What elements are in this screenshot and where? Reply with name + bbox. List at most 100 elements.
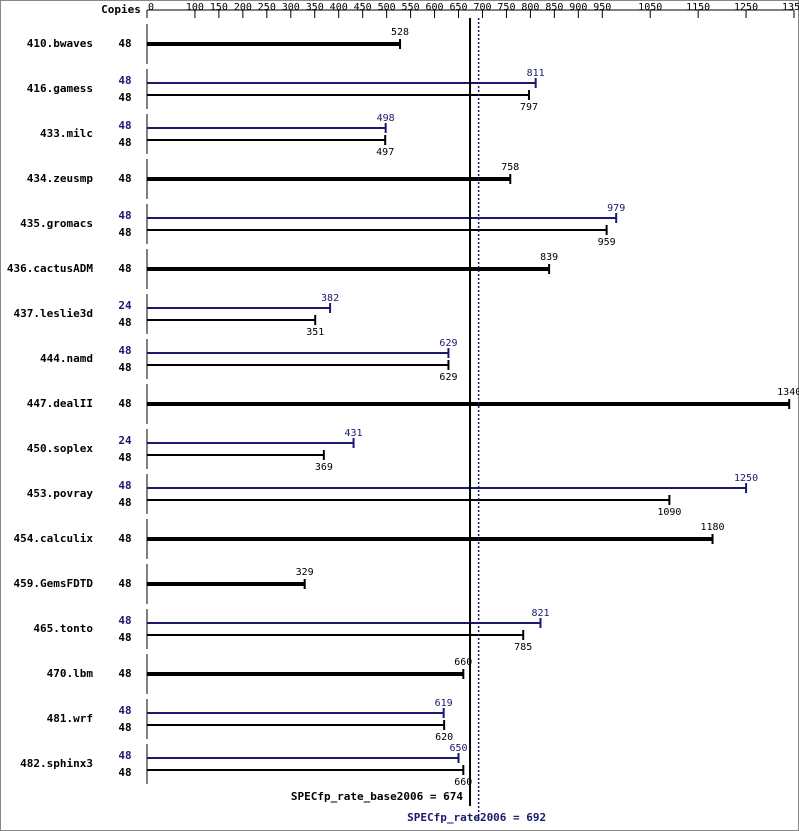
value-label: 758	[501, 162, 519, 173]
category-label: 444.namd	[40, 352, 93, 365]
x-tick-label: 200	[234, 2, 252, 13]
copies-label: 48	[118, 316, 131, 329]
value-label: 629	[439, 372, 457, 383]
copies-label: 48	[118, 766, 131, 779]
category-label: 437.leslie3d	[14, 307, 93, 320]
value-label: 660	[454, 657, 472, 668]
value-label: 1340	[777, 387, 799, 398]
value-label: 1250	[734, 473, 758, 484]
x-tick-label: 300	[282, 2, 300, 13]
copies-header: Copies	[101, 3, 141, 16]
category-label: 436.cactusADM	[7, 262, 93, 275]
value-label: 979	[607, 203, 625, 214]
value-label: 821	[531, 608, 549, 619]
x-tick-label: 900	[569, 2, 587, 13]
x-tick-label: 100	[186, 2, 204, 13]
category-label: 433.milc	[40, 127, 93, 140]
copies-label: 48	[118, 361, 131, 374]
category-label: 450.soplex	[27, 442, 94, 455]
x-tick-label: 650	[449, 2, 467, 13]
copies-label: 48	[118, 136, 131, 149]
copies-label: 24	[118, 299, 132, 312]
value-label: 785	[514, 642, 532, 653]
x-tick-label: 150	[210, 2, 228, 13]
copies-label: 48	[118, 577, 131, 590]
x-tick-label: 0	[148, 2, 154, 13]
x-tick-label: 1250	[734, 2, 758, 13]
value-label: 329	[296, 567, 314, 578]
x-tick-label: 800	[521, 2, 539, 13]
value-label: 431	[345, 428, 363, 439]
value-label: 497	[376, 147, 394, 158]
value-label: 369	[315, 462, 333, 473]
copies-label: 48	[118, 704, 131, 717]
value-label: 382	[321, 293, 339, 304]
category-label: 481.wrf	[47, 712, 93, 725]
copies-label: 48	[118, 667, 131, 680]
category-label: 435.gromacs	[20, 217, 93, 230]
x-tick-label: 250	[258, 2, 276, 13]
x-tick-label: 500	[378, 2, 396, 13]
value-label: 959	[598, 237, 616, 248]
copies-label: 48	[118, 262, 131, 275]
category-label: 410.bwaves	[27, 37, 93, 50]
x-tick-label: 1150	[686, 2, 710, 13]
value-label: 839	[540, 252, 558, 263]
copies-label: 48	[118, 532, 131, 545]
copies-label: 48	[118, 91, 131, 104]
value-label: 620	[435, 732, 453, 743]
copies-label: 48	[118, 74, 131, 87]
value-label: 797	[520, 102, 538, 113]
value-label: 351	[306, 327, 324, 338]
value-label: 1180	[700, 522, 724, 533]
value-label: 811	[527, 68, 545, 79]
x-tick-label: 600	[426, 2, 444, 13]
category-label: 454.calculix	[14, 532, 94, 545]
category-label: 482.sphinx3	[20, 757, 93, 770]
category-label: 459.GemsFDTD	[14, 577, 94, 590]
x-tick-label: 850	[545, 2, 563, 13]
reference-label: SPECfp_rate_base2006 = 674	[291, 790, 464, 803]
copies-label: 48	[118, 749, 131, 762]
copies-label: 48	[118, 631, 131, 644]
value-label: 660	[454, 777, 472, 788]
x-tick-label: 750	[497, 2, 515, 13]
x-tick-label: 950	[593, 2, 611, 13]
value-label: 528	[391, 27, 409, 38]
value-label: 650	[449, 743, 467, 754]
copies-label: 48	[118, 119, 131, 132]
x-tick-label: 550	[402, 2, 420, 13]
reference-label: SPECfp_rate2006 = 692	[407, 811, 546, 824]
copies-label: 48	[118, 344, 131, 357]
x-tick-label: 450	[354, 2, 372, 13]
x-tick-label: 350	[306, 2, 324, 13]
x-tick-label: 700	[473, 2, 491, 13]
copies-label: 48	[118, 451, 131, 464]
copies-label: 48	[118, 721, 131, 734]
copies-label: 48	[118, 172, 131, 185]
copies-label: 48	[118, 496, 131, 509]
category-label: 470.lbm	[47, 667, 94, 680]
copies-label: 48	[118, 397, 131, 410]
value-label: 1090	[657, 507, 681, 518]
category-label: 434.zeusmp	[27, 172, 94, 185]
x-tick-label: 1050	[638, 2, 662, 13]
value-label: 498	[377, 113, 395, 124]
x-tick-label: 1350	[782, 2, 799, 13]
category-label: 453.povray	[27, 487, 94, 500]
copies-label: 48	[118, 209, 131, 222]
copies-label: 48	[118, 226, 131, 239]
copies-label: 48	[118, 37, 131, 50]
copies-label: 24	[118, 434, 132, 447]
copies-label: 48	[118, 614, 131, 627]
category-label: 416.gamess	[27, 82, 93, 95]
x-tick-label: 400	[330, 2, 348, 13]
copies-label: 48	[118, 479, 131, 492]
category-label: 465.tonto	[33, 622, 93, 635]
value-label: 629	[439, 338, 457, 349]
category-label: 447.dealII	[27, 397, 93, 410]
value-label: 619	[435, 698, 453, 709]
